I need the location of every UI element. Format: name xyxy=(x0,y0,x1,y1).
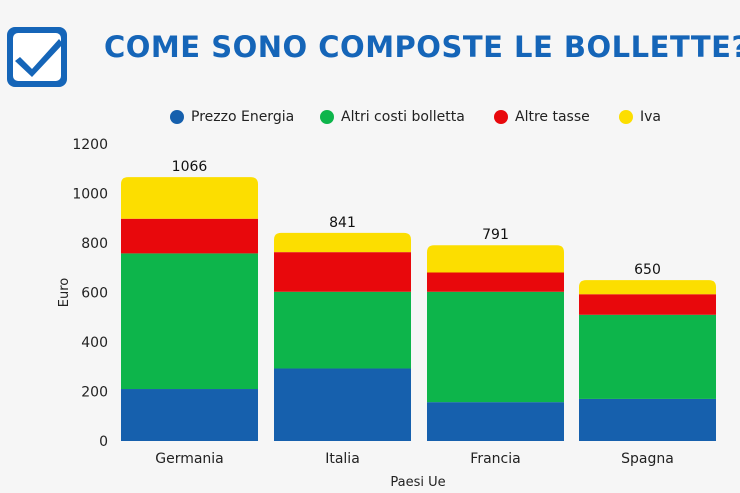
y-tick-label: 400 xyxy=(81,335,108,351)
bar-segment xyxy=(121,177,258,219)
bar-segment xyxy=(579,294,716,315)
y-tick-label: 600 xyxy=(81,286,108,302)
bar-segment xyxy=(274,368,411,441)
checkmark-badge-icon xyxy=(7,27,67,87)
bar-total-label: 841 xyxy=(329,215,356,231)
y-tick-label: 800 xyxy=(81,236,108,252)
bar-segment xyxy=(579,398,716,441)
chart-legend: Prezzo Energia Altri costi bolletta Altre … xyxy=(0,106,740,128)
legend-item: Prezzo Energia xyxy=(170,106,294,128)
legend-item: Altri costi bolletta xyxy=(320,106,465,128)
bar-segment xyxy=(274,291,411,369)
x-tick-label: Germania xyxy=(155,451,224,467)
x-axis-title: Paesi Ue xyxy=(390,475,445,490)
bar-segment xyxy=(579,280,716,295)
bar-segment xyxy=(427,402,564,441)
legend-item: Iva xyxy=(619,106,661,128)
bar-segment xyxy=(427,272,564,292)
bar-segment xyxy=(121,253,258,390)
bar-segment xyxy=(427,245,564,273)
x-tick-label: Italia xyxy=(325,451,360,467)
bar-segment xyxy=(274,232,411,253)
bar-segment xyxy=(427,291,564,403)
bar-total-label: 791 xyxy=(482,227,509,243)
legend-item: Altre tasse xyxy=(494,106,590,128)
legend-swatch xyxy=(170,110,184,124)
page-title: COME SONO COMPOSTE LE BOLLETTE? xyxy=(104,30,740,64)
bar-segment xyxy=(121,389,258,441)
legend-swatch xyxy=(320,110,334,124)
x-tick-label: Francia xyxy=(470,451,520,467)
y-tick-label: 1000 xyxy=(72,187,108,203)
bar-segment xyxy=(274,252,411,292)
bar-total-label: 1066 xyxy=(172,159,208,175)
y-tick-label: 200 xyxy=(81,385,108,401)
legend-label: Prezzo Energia xyxy=(191,109,295,125)
legend-label: Altre tasse xyxy=(515,109,590,125)
y-tick-label: 1200 xyxy=(72,137,108,153)
legend-label: Altri costi bolletta xyxy=(341,109,465,125)
legend-label: Iva xyxy=(640,109,661,125)
y-axis-title: Euro xyxy=(57,278,72,308)
legend-swatch xyxy=(619,110,633,124)
bar-segment xyxy=(121,218,258,254)
bar-segment xyxy=(579,314,716,399)
y-tick-label: 0 xyxy=(99,434,108,450)
x-tick-label: Spagna xyxy=(621,451,674,467)
bar-total-label: 650 xyxy=(634,262,661,278)
legend-swatch xyxy=(494,110,508,124)
